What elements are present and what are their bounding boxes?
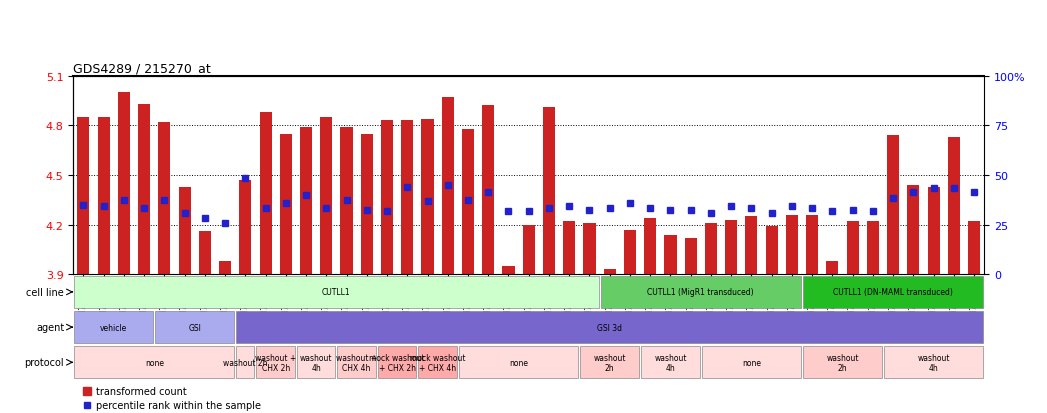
Bar	[320, 118, 332, 275]
Bar	[280, 134, 292, 275]
Bar	[701, 347, 801, 378]
Bar	[401, 121, 414, 275]
Bar	[847, 222, 859, 275]
Text: mock washout
+ CHX 4h: mock washout + CHX 4h	[409, 353, 466, 372]
Text: protocol: protocol	[24, 357, 64, 368]
Bar	[806, 215, 818, 275]
Bar	[968, 222, 980, 275]
Bar	[867, 222, 878, 275]
Text: washout +
CHX 4h: washout + CHX 4h	[336, 353, 377, 372]
Text: GSI 3d: GSI 3d	[597, 323, 622, 332]
Bar	[422, 119, 433, 275]
Bar	[522, 225, 535, 275]
Bar	[237, 347, 254, 378]
Bar	[260, 113, 271, 275]
Bar	[803, 276, 983, 308]
Bar	[378, 347, 417, 378]
Bar	[337, 347, 376, 378]
Bar	[908, 185, 919, 275]
Bar	[641, 347, 699, 378]
Bar	[665, 235, 676, 275]
Bar	[583, 223, 596, 275]
Bar	[685, 238, 696, 275]
Text: agent: agent	[36, 322, 64, 332]
Text: washout +
CHX 2h: washout + CHX 2h	[255, 353, 296, 372]
Text: CUTLL1 (MigR1 transduced): CUTLL1 (MigR1 transduced)	[647, 288, 754, 297]
Text: washout 2h: washout 2h	[223, 358, 268, 367]
Text: washout
2h: washout 2h	[826, 353, 859, 372]
Text: CUTLL1: CUTLL1	[322, 288, 351, 297]
Text: percentile rank within the sample: percentile rank within the sample	[96, 400, 261, 410]
Bar	[237, 311, 983, 343]
Bar	[155, 311, 235, 343]
Bar	[580, 347, 639, 378]
Bar	[442, 98, 453, 275]
Bar	[97, 118, 110, 275]
Text: cell line: cell line	[26, 287, 64, 297]
Text: CUTLL1 (DN-MAML transduced): CUTLL1 (DN-MAML transduced)	[833, 288, 953, 297]
Bar	[257, 347, 295, 378]
Bar	[483, 106, 494, 275]
Bar	[219, 261, 231, 275]
Bar	[745, 217, 757, 275]
Bar	[240, 180, 251, 275]
Bar	[459, 347, 578, 378]
Bar	[884, 347, 983, 378]
Bar	[826, 261, 839, 275]
Bar	[74, 311, 153, 343]
Bar	[118, 93, 130, 275]
Text: GSI: GSI	[188, 323, 201, 332]
Bar	[297, 347, 335, 378]
Bar	[77, 118, 89, 275]
Text: washout
4h: washout 4h	[299, 353, 333, 372]
Bar	[563, 222, 575, 275]
Text: none: none	[509, 358, 528, 367]
Text: vehicle: vehicle	[101, 323, 128, 332]
Bar	[361, 134, 373, 275]
Text: washout
4h: washout 4h	[917, 353, 950, 372]
Bar	[624, 230, 636, 275]
Bar	[419, 347, 456, 378]
Text: GDS4289 / 215270_at: GDS4289 / 215270_at	[73, 62, 211, 75]
Bar	[74, 276, 599, 308]
Bar	[887, 136, 899, 275]
Bar	[340, 128, 353, 275]
Bar	[601, 276, 801, 308]
Bar	[138, 104, 150, 275]
Bar	[543, 108, 555, 275]
Bar	[462, 129, 474, 275]
Bar	[786, 215, 798, 275]
Bar	[300, 128, 312, 275]
Bar	[948, 138, 960, 275]
Text: none: none	[144, 358, 163, 367]
Text: none: none	[742, 358, 761, 367]
Bar	[765, 227, 778, 275]
Bar	[705, 223, 717, 275]
Text: mock washout
+ CHX 2h: mock washout + CHX 2h	[370, 353, 425, 372]
Bar	[928, 187, 939, 275]
Bar	[604, 270, 616, 275]
Bar	[503, 266, 514, 275]
Bar	[381, 121, 393, 275]
Bar	[74, 347, 235, 378]
Bar	[158, 123, 171, 275]
Bar	[199, 232, 210, 275]
Bar	[179, 187, 191, 275]
Text: washout
4h: washout 4h	[654, 353, 687, 372]
Text: washout
2h: washout 2h	[594, 353, 626, 372]
Text: transformed count: transformed count	[96, 387, 186, 396]
Bar	[644, 218, 656, 275]
Bar	[803, 347, 882, 378]
Bar	[726, 220, 737, 275]
